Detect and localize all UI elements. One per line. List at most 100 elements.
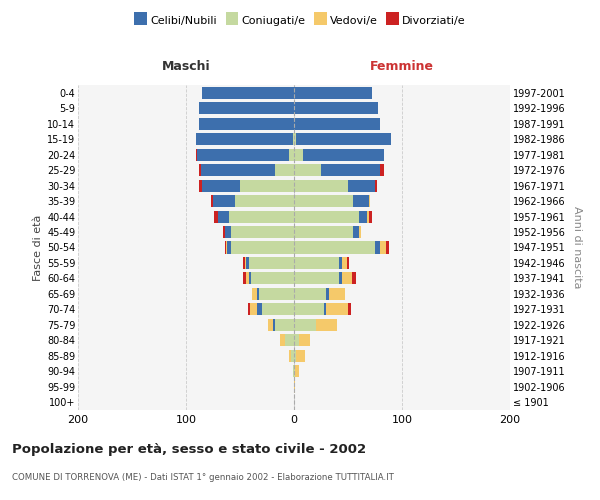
Bar (294, 350, 296, 362)
Bar (275, 164, 294, 176)
Text: Femmine: Femmine (370, 60, 434, 72)
Bar (294, 195, 353, 207)
Text: COMUNE DI TORRENOVA (ME) - Dati ISTAT 1° gennaio 2002 - Elaborazione TUTTITALIA.: COMUNE DI TORRENOVA (ME) - Dati ISTAT 1°… (12, 472, 394, 482)
Bar (226, 242, 227, 254)
Bar (202, 180, 240, 192)
Bar (247, 257, 248, 269)
Bar (386, 242, 389, 254)
Bar (341, 257, 347, 269)
Bar (229, 210, 294, 222)
Bar (289, 350, 291, 362)
Text: Popolazione per età, sesso e stato civile - 2002: Popolazione per età, sesso e stato civil… (12, 442, 366, 456)
Bar (294, 102, 378, 114)
Bar (268, 319, 274, 331)
Bar (294, 334, 299, 346)
Bar (353, 195, 368, 207)
Legend: Celibi/Nubili, Coniugati/e, Vedovi/e, Divorziati/e: Celibi/Nubili, Coniugati/e, Vedovi/e, Di… (130, 10, 470, 30)
Bar (251, 272, 294, 284)
Bar (223, 226, 225, 238)
Bar (329, 288, 345, 300)
Bar (196, 148, 197, 160)
Bar (348, 304, 351, 316)
Bar (294, 381, 295, 393)
Bar (275, 319, 294, 331)
Bar (294, 164, 321, 176)
Bar (225, 226, 232, 238)
Bar (289, 148, 294, 160)
Bar (352, 272, 356, 284)
Bar (199, 102, 294, 114)
Bar (302, 148, 383, 160)
Bar (199, 164, 201, 176)
Bar (296, 350, 305, 362)
Bar (232, 226, 294, 238)
Bar (294, 210, 359, 222)
Bar (240, 180, 294, 192)
Text: Maschi: Maschi (161, 60, 211, 72)
Bar (380, 164, 383, 176)
Bar (326, 304, 348, 316)
Bar (294, 257, 340, 269)
Bar (299, 334, 310, 346)
Bar (259, 288, 294, 300)
Bar (294, 319, 316, 331)
Bar (340, 272, 341, 284)
Bar (294, 86, 372, 99)
Bar (294, 133, 296, 145)
Bar (225, 242, 226, 254)
Bar (368, 210, 372, 222)
Bar (347, 257, 349, 269)
Bar (250, 304, 257, 316)
Bar (294, 304, 324, 316)
Bar (294, 148, 302, 160)
Bar (201, 164, 275, 176)
Bar (248, 272, 251, 284)
Bar (235, 195, 294, 207)
Bar (227, 242, 232, 254)
Bar (294, 288, 326, 300)
Bar (375, 180, 377, 192)
Bar (218, 210, 229, 222)
Bar (213, 195, 235, 207)
Bar (257, 288, 259, 300)
Bar (294, 242, 375, 254)
Bar (197, 148, 289, 160)
Bar (380, 242, 386, 254)
Bar (196, 133, 293, 145)
Bar (232, 242, 294, 254)
Y-axis label: Anni di nascita: Anni di nascita (572, 206, 583, 288)
Bar (294, 272, 340, 284)
Bar (199, 180, 202, 192)
Bar (295, 366, 299, 378)
Bar (294, 118, 380, 130)
Bar (367, 210, 368, 222)
Bar (375, 242, 380, 254)
Bar (274, 319, 275, 331)
Bar (340, 257, 341, 269)
Bar (348, 180, 375, 192)
Bar (368, 195, 370, 207)
Bar (214, 210, 218, 222)
Bar (341, 272, 352, 284)
Bar (248, 304, 250, 316)
Bar (353, 226, 359, 238)
Bar (291, 350, 294, 362)
Bar (321, 164, 380, 176)
Bar (296, 133, 391, 145)
Bar (247, 272, 248, 284)
Bar (252, 288, 257, 300)
Bar (293, 366, 294, 378)
Bar (294, 366, 295, 378)
Bar (245, 257, 247, 269)
Bar (262, 304, 294, 316)
Bar (248, 257, 294, 269)
Y-axis label: Fasce di età: Fasce di età (32, 214, 43, 280)
Bar (316, 319, 337, 331)
Bar (211, 195, 213, 207)
Bar (280, 334, 286, 346)
Bar (243, 257, 245, 269)
Bar (293, 133, 294, 145)
Bar (199, 118, 294, 130)
Bar (359, 226, 361, 238)
Bar (286, 334, 294, 346)
